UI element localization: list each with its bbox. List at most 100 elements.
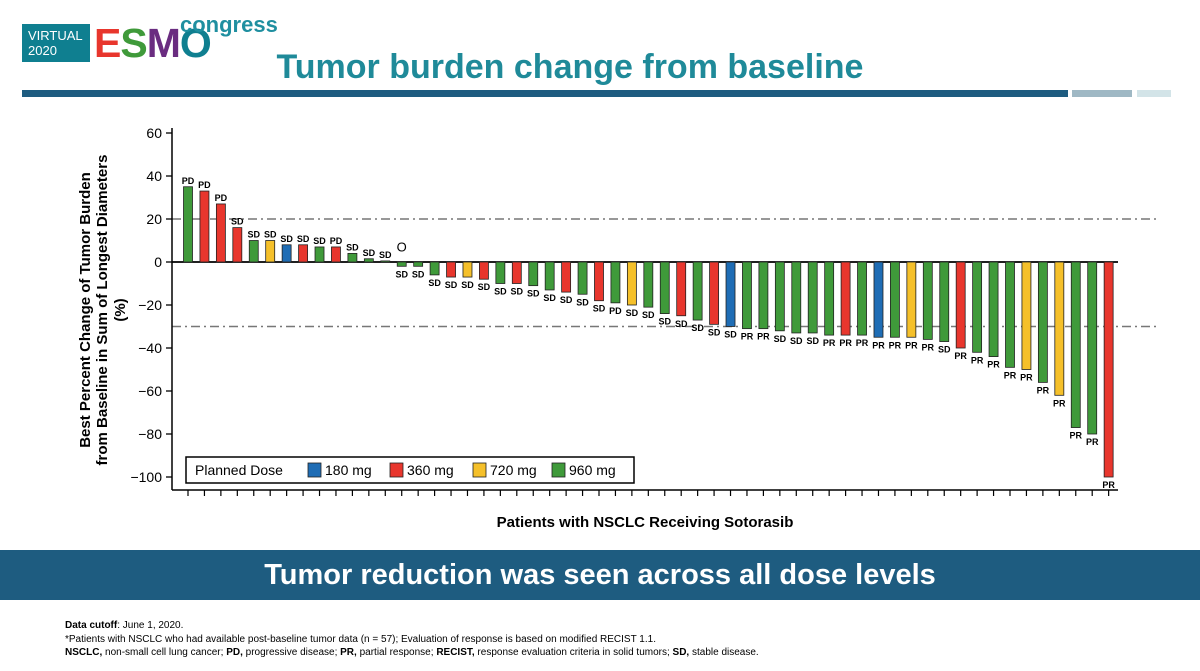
bar	[528, 261, 539, 287]
bar	[331, 246, 341, 263]
bar	[380, 260, 391, 263]
legend-title: Planned Dose	[195, 462, 283, 478]
bar-response-label: SD	[543, 293, 556, 303]
bar-response-label: SD	[248, 230, 261, 240]
abbrev-definition: non-small cell lung cancer;	[102, 647, 227, 658]
bar	[890, 261, 900, 338]
bar-response-label: PR	[889, 340, 902, 350]
footnote-cutoff: Data cutoff: June 1, 2020.	[65, 620, 183, 632]
bar-response-label: SD	[659, 317, 672, 327]
y-axis-label: from Baseline in Sum of Longest Diameter…	[94, 155, 111, 466]
abbrev-term: NSCLC,	[65, 647, 103, 658]
bar-response-label: PR	[1086, 437, 1099, 447]
bar-response-label: SD	[790, 336, 803, 346]
bar	[479, 261, 489, 280]
bar-response-label: SD	[297, 234, 310, 244]
bar-response-label: SD	[675, 319, 688, 329]
y-tick-label: −60	[138, 383, 162, 399]
bar-response-label: PR	[757, 332, 770, 342]
bar	[725, 261, 736, 327]
bar	[1005, 261, 1015, 368]
bar-response-label: SD	[806, 336, 819, 346]
esmo-logo: VIRTUAL 2020 ESMO congress	[22, 12, 278, 66]
legend-entry: 720 mg	[490, 462, 537, 478]
legend-swatch	[389, 462, 404, 478]
bar-response-label: PD	[198, 180, 211, 190]
bar-response-label: PD	[609, 306, 622, 316]
bar-response-label: PR	[872, 340, 885, 350]
bar	[347, 252, 358, 263]
bar-response-label: SD	[560, 295, 573, 305]
bar	[577, 261, 588, 295]
bar	[314, 246, 325, 263]
bar	[495, 261, 506, 284]
bar-response-label: PR	[839, 338, 852, 348]
abbrev-term: RECIST,	[436, 647, 475, 658]
title-rule-light	[1137, 90, 1171, 97]
y-tick-label: 60	[146, 125, 162, 141]
y-axis-label: (%)	[112, 298, 129, 321]
bar	[857, 261, 867, 336]
legend-entry: 960 mg	[569, 462, 616, 478]
bar	[1054, 261, 1065, 396]
footnote-cutoff-label: Data cutoff	[65, 620, 118, 631]
bar	[906, 261, 917, 338]
bar	[643, 261, 654, 308]
bar	[215, 203, 226, 263]
bar-response-label: SD	[395, 269, 408, 279]
legend-swatch	[307, 462, 322, 478]
bar	[824, 261, 835, 336]
y-tick-label: 40	[146, 168, 162, 184]
bar-response-label: SD	[774, 334, 787, 344]
bar-response-label: SD	[363, 248, 376, 258]
y-tick-label: −40	[138, 340, 162, 356]
y-tick-label: 20	[146, 211, 162, 227]
bar-response-label: PD	[330, 236, 343, 246]
bar-response-label: PR	[741, 332, 754, 342]
bar	[594, 261, 604, 302]
y-tick-label: 0	[154, 254, 162, 270]
bar	[511, 261, 522, 284]
bar-response-label: SD	[313, 236, 326, 246]
bar	[1021, 261, 1032, 370]
y-tick-label: −100	[130, 469, 162, 485]
bar-response-label: PD	[182, 176, 195, 186]
bar	[955, 261, 966, 349]
bar	[758, 261, 769, 330]
bar	[659, 261, 670, 314]
bar-response-label: SD	[346, 242, 359, 252]
bar-response-label: SD	[642, 310, 655, 320]
bar-response-label: PR	[1070, 431, 1083, 441]
logo-year: 2020	[28, 43, 57, 58]
bar	[742, 261, 752, 330]
footnote-patients: *Patients with NSCLC who had available p…	[65, 634, 656, 645]
footnote-cutoff-date: : June 1, 2020.	[117, 620, 184, 631]
conclusion-banner: Tumor reduction was seen across all dose…	[0, 550, 1200, 600]
bar	[1070, 261, 1081, 428]
bar	[298, 244, 308, 263]
bar-response-label: SD	[445, 280, 458, 290]
legend-swatch	[472, 462, 487, 478]
bar	[199, 190, 210, 263]
y-tick-label: −80	[138, 426, 162, 442]
bar	[626, 261, 637, 306]
bar	[922, 261, 933, 340]
bar-response-label: PR	[954, 351, 967, 361]
bar-response-label: SD	[593, 304, 606, 314]
bar-response-label: PR	[856, 338, 869, 348]
bar	[462, 261, 473, 278]
bar-response-label: PR	[1020, 373, 1033, 383]
bar-response-label: SD	[428, 278, 441, 288]
bar-response-label: SD	[412, 269, 425, 279]
logo-virtual-box: VIRTUAL 2020	[22, 24, 90, 62]
bar-response-label: PR	[905, 340, 918, 350]
bar-response-label: SD	[379, 250, 392, 260]
bar-marker: O	[397, 239, 407, 254]
bar	[265, 240, 276, 263]
bar-response-label: SD	[938, 345, 951, 355]
bar	[709, 261, 719, 325]
bar-response-label: SD	[494, 287, 507, 297]
bar-response-label: PR	[1037, 385, 1050, 395]
bar-response-label: SD	[527, 289, 540, 299]
bar	[988, 261, 999, 357]
